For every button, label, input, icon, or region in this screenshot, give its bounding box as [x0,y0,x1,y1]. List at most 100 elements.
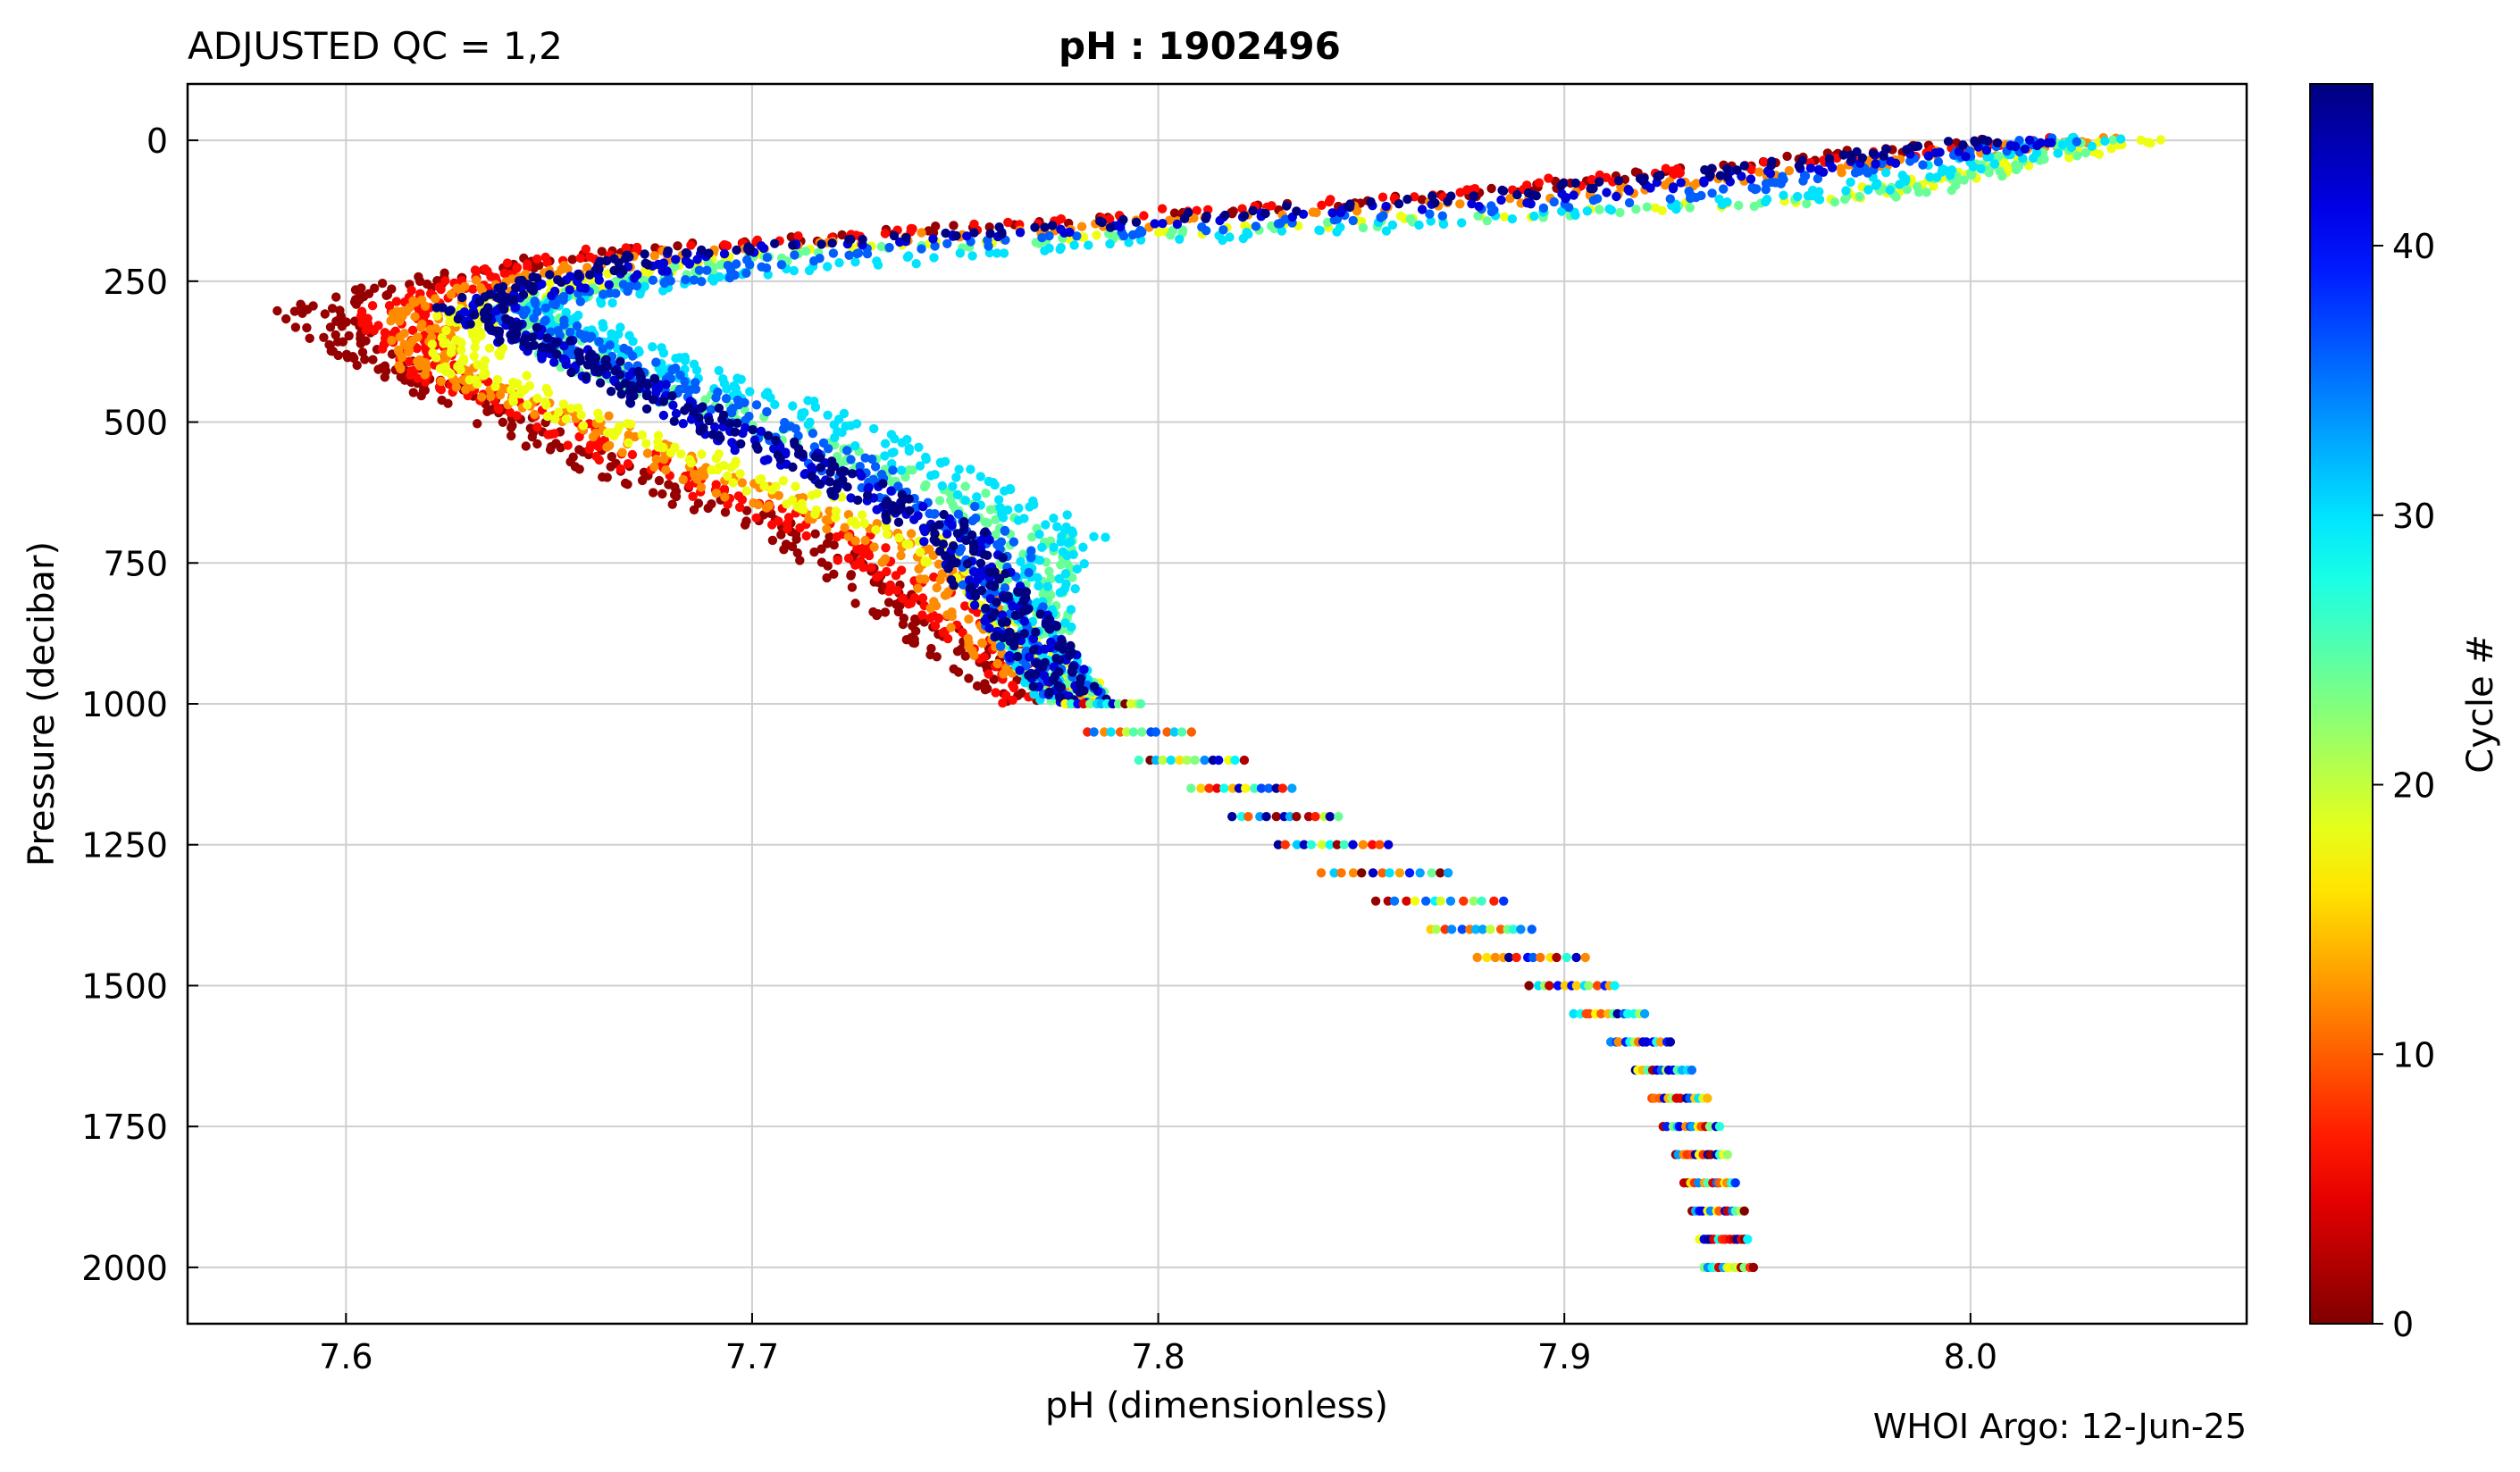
data-point [1220,210,1230,221]
data-point [598,344,607,354]
data-point [833,556,842,565]
data-point [695,426,705,436]
data-point [621,243,632,253]
data-point [930,509,940,519]
data-point [1486,183,1496,194]
data-point [1529,211,1539,222]
data-point [1025,652,1034,662]
data-point [960,481,970,491]
data-point [281,314,291,324]
data-point [906,529,917,539]
data-point [1902,185,1913,195]
data-point [456,364,465,375]
data-point [302,322,312,333]
data-point [1303,812,1314,822]
data-point [1377,192,1388,202]
data-point [730,427,740,437]
data-point [964,615,974,624]
data-point [1932,172,1942,182]
data-point [692,474,702,484]
data-point [1292,812,1302,822]
data-point [508,397,518,406]
data-point [1227,812,1237,822]
data-point [980,615,990,626]
data-point [578,421,589,431]
data-point [732,259,741,269]
data-point [1470,924,1481,934]
data-point [2028,154,2039,163]
data-point [369,326,379,336]
data-point [1335,207,1346,218]
data-point [391,297,402,306]
data-point [859,518,869,529]
data-point [1015,228,1026,238]
data-point [778,476,789,486]
data-point [657,489,667,499]
data-point [789,265,799,276]
data-point [490,381,500,391]
x-tick-label: 8.0 [1944,1337,1997,1376]
data-point [1561,193,1571,203]
data-point [1238,233,1249,244]
data-point [1895,180,1905,189]
data-point [551,338,562,347]
data-point [668,400,678,410]
data-point [1013,515,1024,525]
data-point [1029,690,1039,699]
data-point [421,377,431,387]
data-point [531,298,540,309]
data-point [337,322,347,331]
data-point [604,411,614,421]
data-point [1329,868,1339,878]
data-point [1676,178,1686,188]
data-point [530,409,540,420]
data-point [828,248,839,258]
data-point [494,349,504,359]
data-point [836,492,847,502]
data-point [1040,246,1050,255]
data-point [1715,171,1726,180]
data-point [930,241,940,251]
data-point [1496,195,1506,205]
data-point [810,529,820,539]
data-point [654,475,665,486]
data-point [529,314,539,323]
y-tick-label: 1750 [81,1108,168,1147]
data-point [900,472,910,482]
data-point [741,506,752,515]
data-point [1552,952,1561,963]
data-point [623,480,632,489]
data-point [602,473,612,482]
data-point [441,325,451,336]
data-point [850,257,860,267]
data-point [1968,162,1979,171]
data-point [1026,552,1036,563]
data-point [844,250,854,260]
data-point [1055,245,1065,255]
data-point [917,244,926,254]
data-point [671,354,681,364]
data-point [648,395,658,405]
data-point [1653,171,1662,181]
data-point [1009,537,1019,547]
data-point [878,479,888,489]
data-point [543,388,554,397]
data-point [870,462,881,472]
data-point [1064,650,1075,660]
data-point [1097,217,1108,228]
data-point [776,530,786,539]
data-point [740,520,750,530]
data-point [480,263,490,274]
data-point [847,582,858,592]
data-point [951,473,961,482]
data-point [798,449,808,459]
data-point [893,517,904,527]
data-point [737,495,748,505]
data-point [1474,201,1484,212]
data-point [582,372,591,381]
data-point [1000,525,1010,536]
data-point [857,510,867,520]
data-point [696,482,707,492]
data-point [942,633,953,644]
data-point [404,347,414,357]
